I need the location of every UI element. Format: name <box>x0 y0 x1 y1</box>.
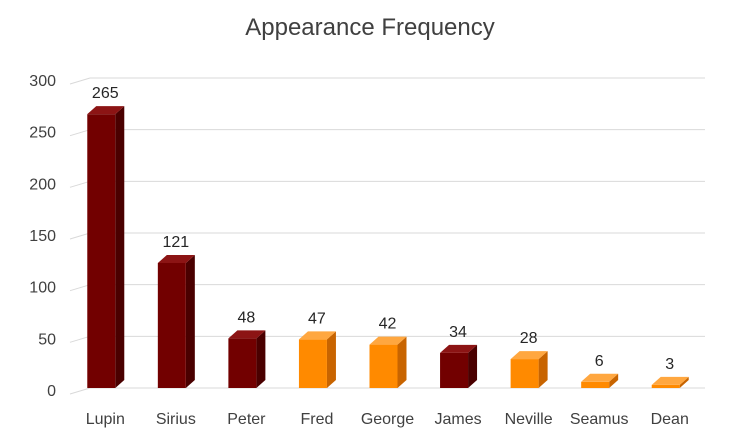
y-tick-label: 200 <box>29 176 56 193</box>
data-label: 28 <box>520 330 538 347</box>
y-tick-label: 50 <box>38 331 56 348</box>
bar-top <box>369 336 407 345</box>
x-tick-label: Peter <box>227 411 266 428</box>
y-tick-label: 250 <box>29 125 56 142</box>
x-tick-label: Lupin <box>86 411 125 428</box>
bar <box>369 344 398 388</box>
data-label: 265 <box>92 85 119 102</box>
bar <box>298 339 327 388</box>
bar-top <box>440 344 478 353</box>
bar-side <box>256 330 266 388</box>
bar-top <box>510 351 548 360</box>
bar-side <box>115 106 125 389</box>
gridline-slant <box>69 77 91 85</box>
x-tick-label: Fred <box>300 411 333 428</box>
data-label: 121 <box>162 234 189 251</box>
gridline-slant <box>69 129 91 137</box>
gridline-slant <box>69 232 91 240</box>
bar-side <box>538 351 548 388</box>
data-label: 48 <box>237 309 255 326</box>
bar-top <box>651 376 689 385</box>
bar-top <box>228 330 266 339</box>
bar-side <box>326 331 336 388</box>
x-tick-label: Seamus <box>570 411 629 428</box>
gridline-slant <box>69 180 91 188</box>
y-tick-label: 100 <box>29 280 56 297</box>
bar-top <box>581 373 619 382</box>
bar <box>651 384 680 388</box>
chart-title: Appearance Frequency <box>245 14 495 41</box>
gridline-slant <box>69 387 91 395</box>
x-tick-label: Sirius <box>156 411 196 428</box>
bar <box>87 114 116 389</box>
data-label: 6 <box>595 353 604 370</box>
data-label: 34 <box>449 324 467 341</box>
y-tick-label: 150 <box>29 228 56 245</box>
data-label: 42 <box>379 316 397 333</box>
bar-side <box>609 373 619 388</box>
bar <box>157 262 186 388</box>
data-label: 47 <box>308 310 326 327</box>
bar-top <box>298 331 336 340</box>
bar <box>581 381 610 388</box>
y-tick-label: 0 <box>47 383 56 400</box>
bar-side <box>679 376 689 388</box>
bar <box>228 338 257 388</box>
gridline-slant <box>69 335 91 343</box>
x-tick-label: James <box>434 411 481 428</box>
bar-side <box>468 344 478 388</box>
y-tick-label: 300 <box>29 73 56 90</box>
bar-side <box>397 336 407 388</box>
bar-top <box>157 254 195 263</box>
bar <box>440 352 469 388</box>
gridline-slant <box>69 284 91 292</box>
x-tick-label: Dean <box>651 411 689 428</box>
bar-top <box>87 106 125 115</box>
bar <box>510 359 539 388</box>
bar-side <box>185 254 195 388</box>
x-tick-label: George <box>361 411 414 428</box>
x-tick-label: Neville <box>505 411 553 428</box>
data-label: 3 <box>665 356 674 373</box>
